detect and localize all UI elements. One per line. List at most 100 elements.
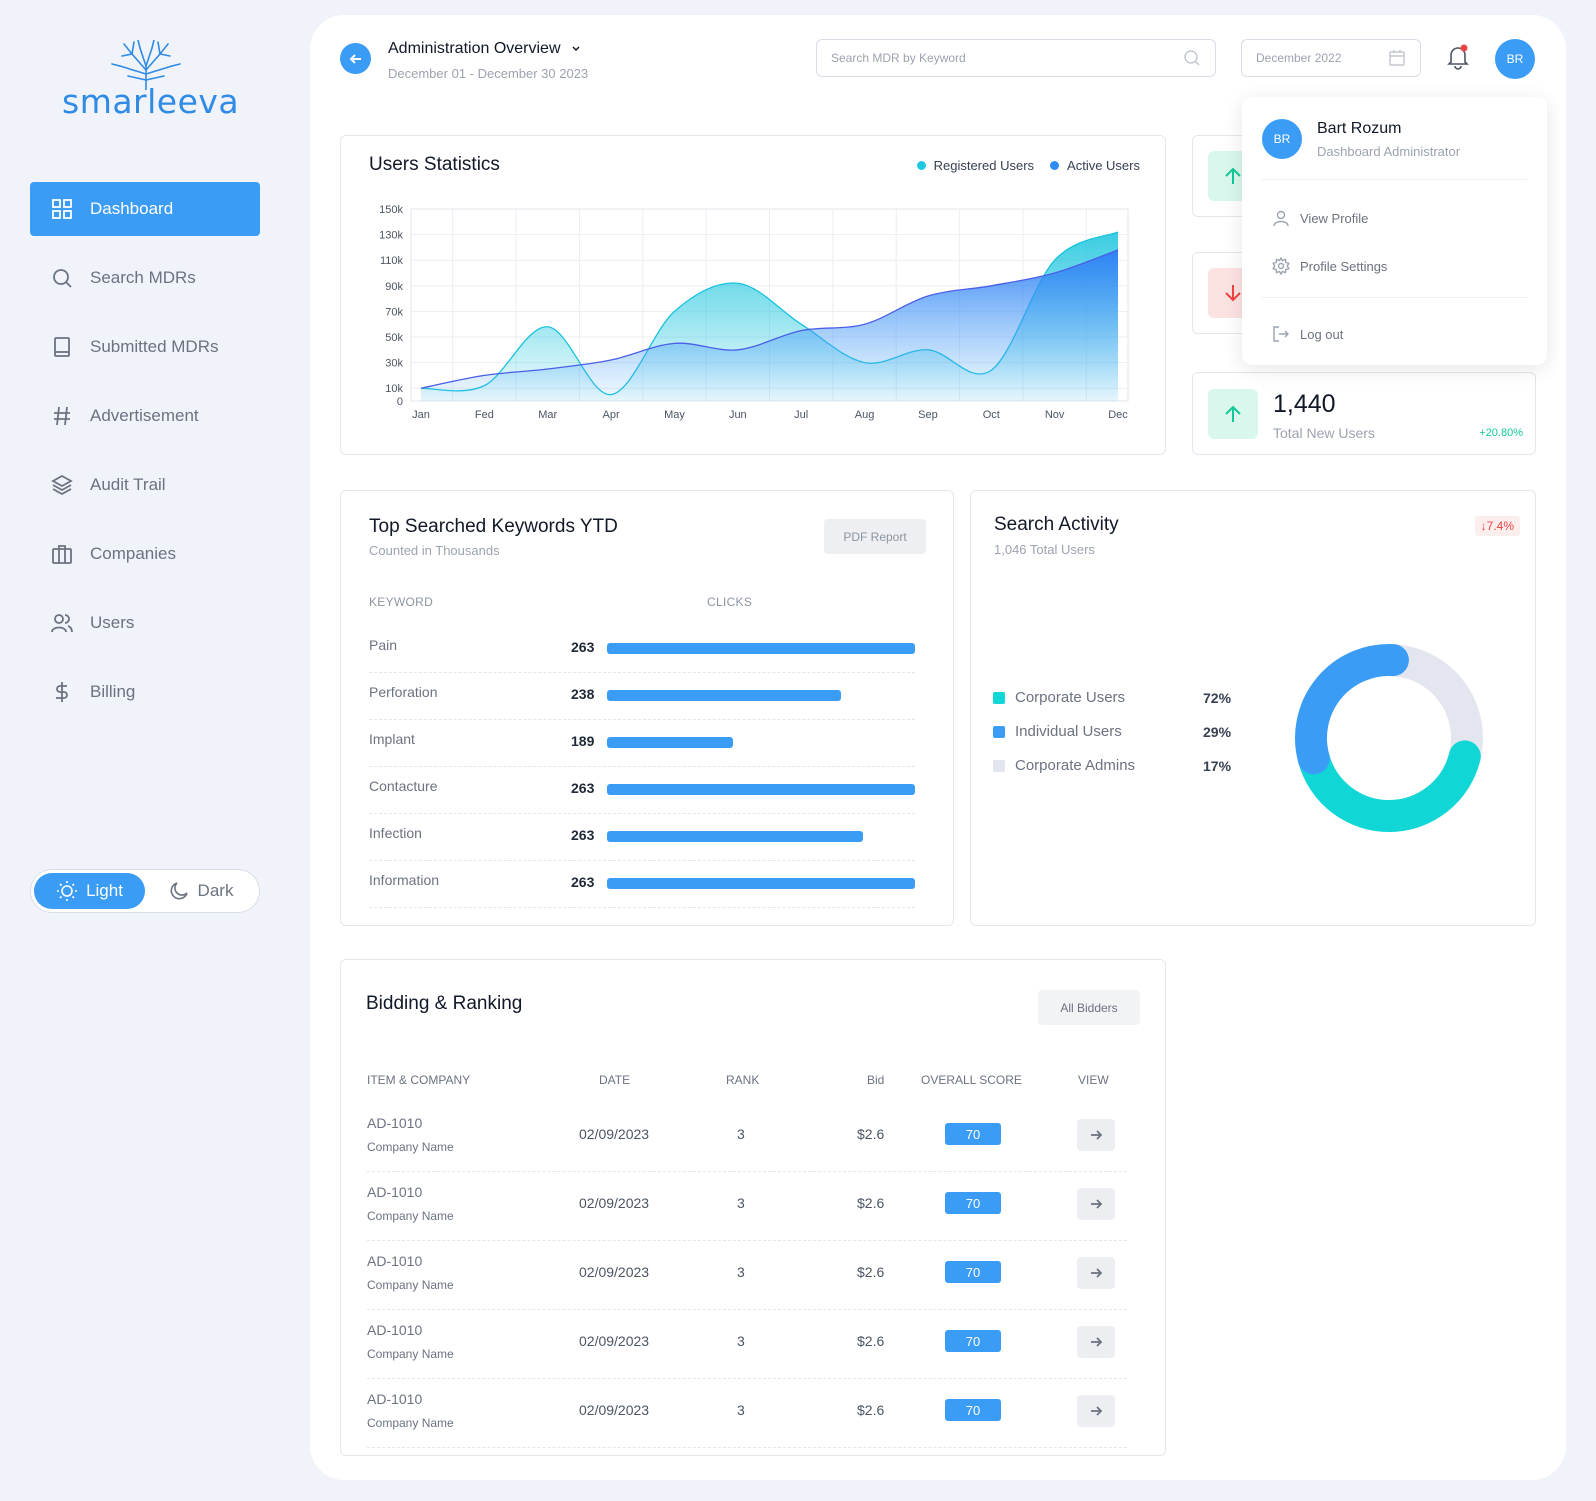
notifications-bell-icon[interactable]	[1445, 44, 1471, 75]
overall-score-badge: 70	[945, 1123, 1001, 1145]
sidebar-item-search-mdrs[interactable]: Search MDRs	[30, 251, 260, 305]
item-id: AD-1010	[367, 1391, 423, 1407]
avatar[interactable]: BR	[1495, 39, 1535, 79]
avatar: BR	[1262, 119, 1302, 159]
theme-light-button[interactable]: Light	[34, 873, 145, 909]
search-activity-card: Search Activity 1,046 Total Users ↓7.4% …	[970, 490, 1536, 926]
bid-date: 02/09/2023	[579, 1402, 650, 1418]
all-bidders-button[interactable]: All Bidders	[1038, 990, 1140, 1025]
bid-amount: $2.6	[857, 1195, 885, 1211]
sidebar-nav: Dashboard Search MDRs Submitted MDRs Adv…	[30, 182, 260, 734]
view-button[interactable]	[1077, 1188, 1115, 1220]
sidebar-item-companies[interactable]: Companies	[30, 527, 260, 581]
keyword-row: Contacture 263	[369, 766, 915, 814]
keyword-row: Information 263	[369, 860, 915, 908]
view-button[interactable]	[1077, 1119, 1115, 1151]
legend-registered: Registered Users	[916, 158, 1034, 173]
y-tick-label: 30k	[385, 358, 403, 370]
view-button[interactable]	[1077, 1395, 1115, 1427]
brand-logo[interactable]: smarleeva	[58, 40, 239, 121]
dollar-icon	[50, 680, 74, 704]
menu-item-label: Profile Settings	[1300, 258, 1388, 274]
keyword-name: Perforation	[369, 684, 438, 700]
keyword-bar	[607, 831, 863, 842]
search-input[interactable]: Search MDR by Keyword	[816, 39, 1216, 77]
theme-dark-label: Dark	[197, 881, 234, 900]
search-activity-donut	[1295, 644, 1483, 832]
view-button[interactable]	[1077, 1257, 1115, 1289]
bidding-ranking-title: Bidding & Ranking	[366, 993, 523, 1014]
item-id: AD-1010	[367, 1322, 423, 1338]
pdf-report-button[interactable]: PDF Report	[824, 519, 926, 554]
bid-date: 02/09/2023	[579, 1126, 650, 1142]
sidebar-item-audit-trail[interactable]: Audit Trail	[30, 458, 260, 512]
trend-badge-value: 7.4%	[1486, 519, 1514, 533]
keyword-bar	[607, 643, 915, 654]
keyword-name: Contacture	[369, 778, 438, 794]
company-name: Company Name	[367, 1416, 454, 1430]
top-keywords-subtitle: Counted in Thousands	[369, 543, 500, 558]
menu-item-label: View Profile	[1300, 210, 1369, 226]
overall-score-badge: 70	[945, 1261, 1001, 1283]
keyword-bar	[607, 878, 915, 889]
keyword-clicks: 238	[571, 686, 595, 702]
sidebar-item-label: Audit Trail	[90, 475, 166, 494]
x-tick-label: Aug	[855, 409, 875, 421]
keyword-clicks: 263	[571, 874, 595, 890]
legend-active: Active Users	[1050, 158, 1140, 173]
sidebar-item-label: Search MDRs	[90, 268, 196, 287]
search-icon	[50, 266, 74, 290]
item-id: AD-1010	[367, 1253, 423, 1269]
y-tick-label: 110k	[380, 255, 404, 267]
legend-item: Individual Users 29%	[993, 723, 1233, 740]
sidebar-item-dashboard[interactable]: Dashboard	[30, 182, 260, 236]
active-users-line	[420, 249, 1119, 389]
x-tick-label: Fed	[475, 409, 494, 421]
y-tick-label: 10k	[385, 383, 403, 395]
logout-menu-item[interactable]: Log out	[1272, 325, 1343, 343]
x-tick-label: Jan	[412, 409, 430, 421]
arrow-right-icon	[1091, 1406, 1103, 1416]
legend-swatch	[993, 691, 1005, 704]
bid-rank: 3	[737, 1333, 745, 1349]
bid-date: 02/09/2023	[579, 1195, 650, 1211]
y-tick-label: 150k	[379, 204, 403, 216]
back-button[interactable]	[340, 43, 371, 74]
x-tick-label: Dec	[1108, 409, 1128, 421]
column-header-view: VIEW	[1078, 1073, 1109, 1087]
top-keywords-title: Top Searched Keywords YTD	[369, 516, 618, 537]
x-tick-label: Oct	[983, 409, 1000, 421]
arrow-left-icon	[349, 53, 361, 64]
x-tick-label: Nov	[1045, 409, 1065, 421]
users-icon	[50, 611, 74, 635]
sidebar-item-users[interactable]: Users	[30, 596, 260, 650]
x-tick-label: May	[664, 409, 685, 421]
legend-active-label: Active Users	[1067, 158, 1140, 173]
legend-swatch	[993, 725, 1005, 738]
sidebar-item-submitted-mdrs[interactable]: Submitted MDRs	[30, 320, 260, 374]
users-statistics-title: Users Statistics	[369, 154, 500, 175]
legend-label: Corporate Admins	[1015, 757, 1136, 774]
view-profile-menu-item[interactable]: View Profile	[1272, 209, 1368, 227]
stat-delta: +20.80%	[1479, 427, 1523, 439]
profile-settings-menu-item[interactable]: Profile Settings	[1272, 257, 1387, 275]
donut-segment	[1295, 644, 1409, 775]
sidebar-item-billing[interactable]: Billing	[30, 665, 260, 719]
page-title[interactable]: Administration Overview	[388, 40, 581, 58]
table-row: AD-1010 Company Name 02/09/2023 3 $2.6 70	[367, 1378, 1127, 1448]
search-placeholder: Search MDR by Keyword	[831, 51, 966, 65]
top-keywords-card: Top Searched Keywords YTD Counted in Tho…	[340, 490, 954, 926]
column-header-bid: Bid	[867, 1073, 885, 1087]
keyword-name: Implant	[369, 731, 415, 747]
sidebar-item-advertisement[interactable]: Advertisement	[30, 389, 260, 443]
date-picker[interactable]: December 2022	[1241, 39, 1421, 77]
bid-date: 02/09/2023	[579, 1264, 650, 1280]
theme-light-label: Light	[86, 881, 123, 900]
view-button[interactable]	[1077, 1326, 1115, 1358]
theme-dark-button[interactable]: Dark	[145, 873, 256, 909]
brand-name: smarleeva	[62, 82, 240, 121]
table-row: AD-1010 Company Name 02/09/2023 3 $2.6 70	[367, 1309, 1127, 1379]
x-tick-label: Jun	[729, 409, 747, 421]
item-id: AD-1010	[367, 1115, 423, 1131]
